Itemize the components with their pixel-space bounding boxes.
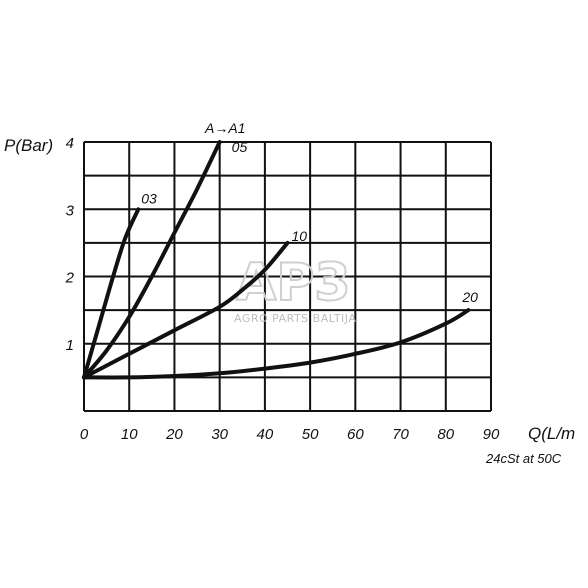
y-tick-label: 2 (65, 270, 75, 287)
x-tick-label: 50 (302, 426, 319, 443)
series-label-05: 05 (232, 139, 248, 155)
flow-direction-label: A→A1 (204, 120, 245, 136)
curve-03 (82, 207, 141, 380)
y-tick-label: 4 (66, 135, 74, 152)
x-tick-label: 0 (80, 426, 89, 443)
x-tick-label: 20 (165, 426, 183, 443)
series-label-20: 20 (461, 289, 478, 305)
x-tick-label: 90 (483, 426, 500, 443)
x-tick-label: 40 (257, 426, 274, 443)
series-labels: 03 05 10 20 (141, 139, 478, 305)
curve-20 (82, 308, 471, 380)
x-tick-label: 10 (121, 426, 138, 443)
series-label-03: 03 (141, 190, 157, 206)
ticks: 0 10 20 30 40 50 60 70 80 90 1 2 3 4 (65, 135, 500, 443)
watermark-logo: AP3 (236, 253, 351, 313)
y-tick-label: 1 (66, 337, 74, 354)
series-label-10: 10 (292, 228, 308, 244)
y-axis-label: P(Bar) (4, 136, 53, 155)
note-text: 24cSt at 50C (485, 451, 562, 466)
y-tick-label: 3 (66, 202, 75, 219)
x-tick-label: 80 (437, 426, 454, 443)
watermark: AP3 AGRO PARTS BALTIJA (234, 252, 356, 325)
x-tick-label: 60 (347, 426, 364, 443)
x-tick-label: 70 (392, 426, 409, 443)
x-tick-label: 30 (211, 426, 228, 443)
x-axis-label: Q(L/m (528, 424, 575, 443)
curves (82, 140, 471, 380)
watermark-text: AGRO PARTS BALTIJA (234, 312, 356, 325)
curve-05 (82, 140, 222, 380)
curve-10 (82, 240, 290, 380)
